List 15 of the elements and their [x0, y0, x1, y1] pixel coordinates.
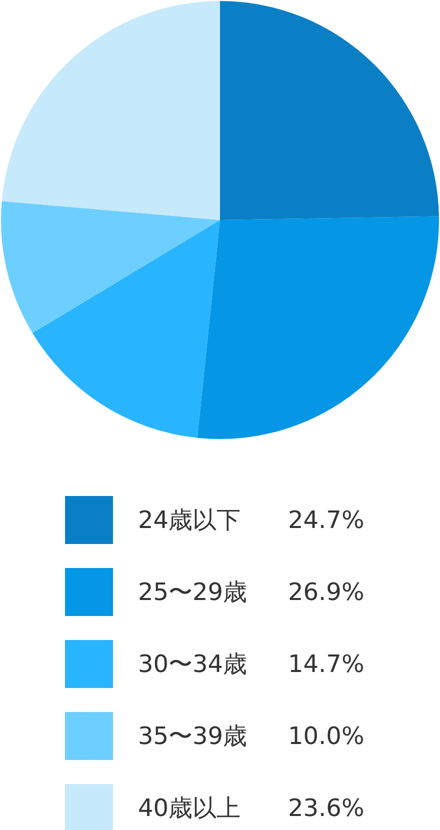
legend-label: 24歳以下: [138, 505, 242, 536]
legend-label: 30〜34歳: [138, 649, 248, 680]
pie-slice: [2, 1, 220, 220]
data-label: 26.9%: [288, 578, 364, 606]
data-label: 14.7%: [288, 650, 364, 678]
pie-slice: [32, 220, 220, 438]
legend-label: 35〜39歳: [138, 721, 248, 752]
data-label: 23.6%: [288, 794, 364, 822]
legend-label: 40歳以上: [138, 793, 242, 824]
data-label: 10.0%: [288, 722, 364, 750]
data-label: 24.7%: [288, 506, 364, 534]
pie-slice: [1, 201, 220, 334]
pie-slice: [220, 1, 439, 220]
pie-slice: [197, 216, 439, 439]
legend-label: 25〜29歳: [138, 577, 248, 608]
